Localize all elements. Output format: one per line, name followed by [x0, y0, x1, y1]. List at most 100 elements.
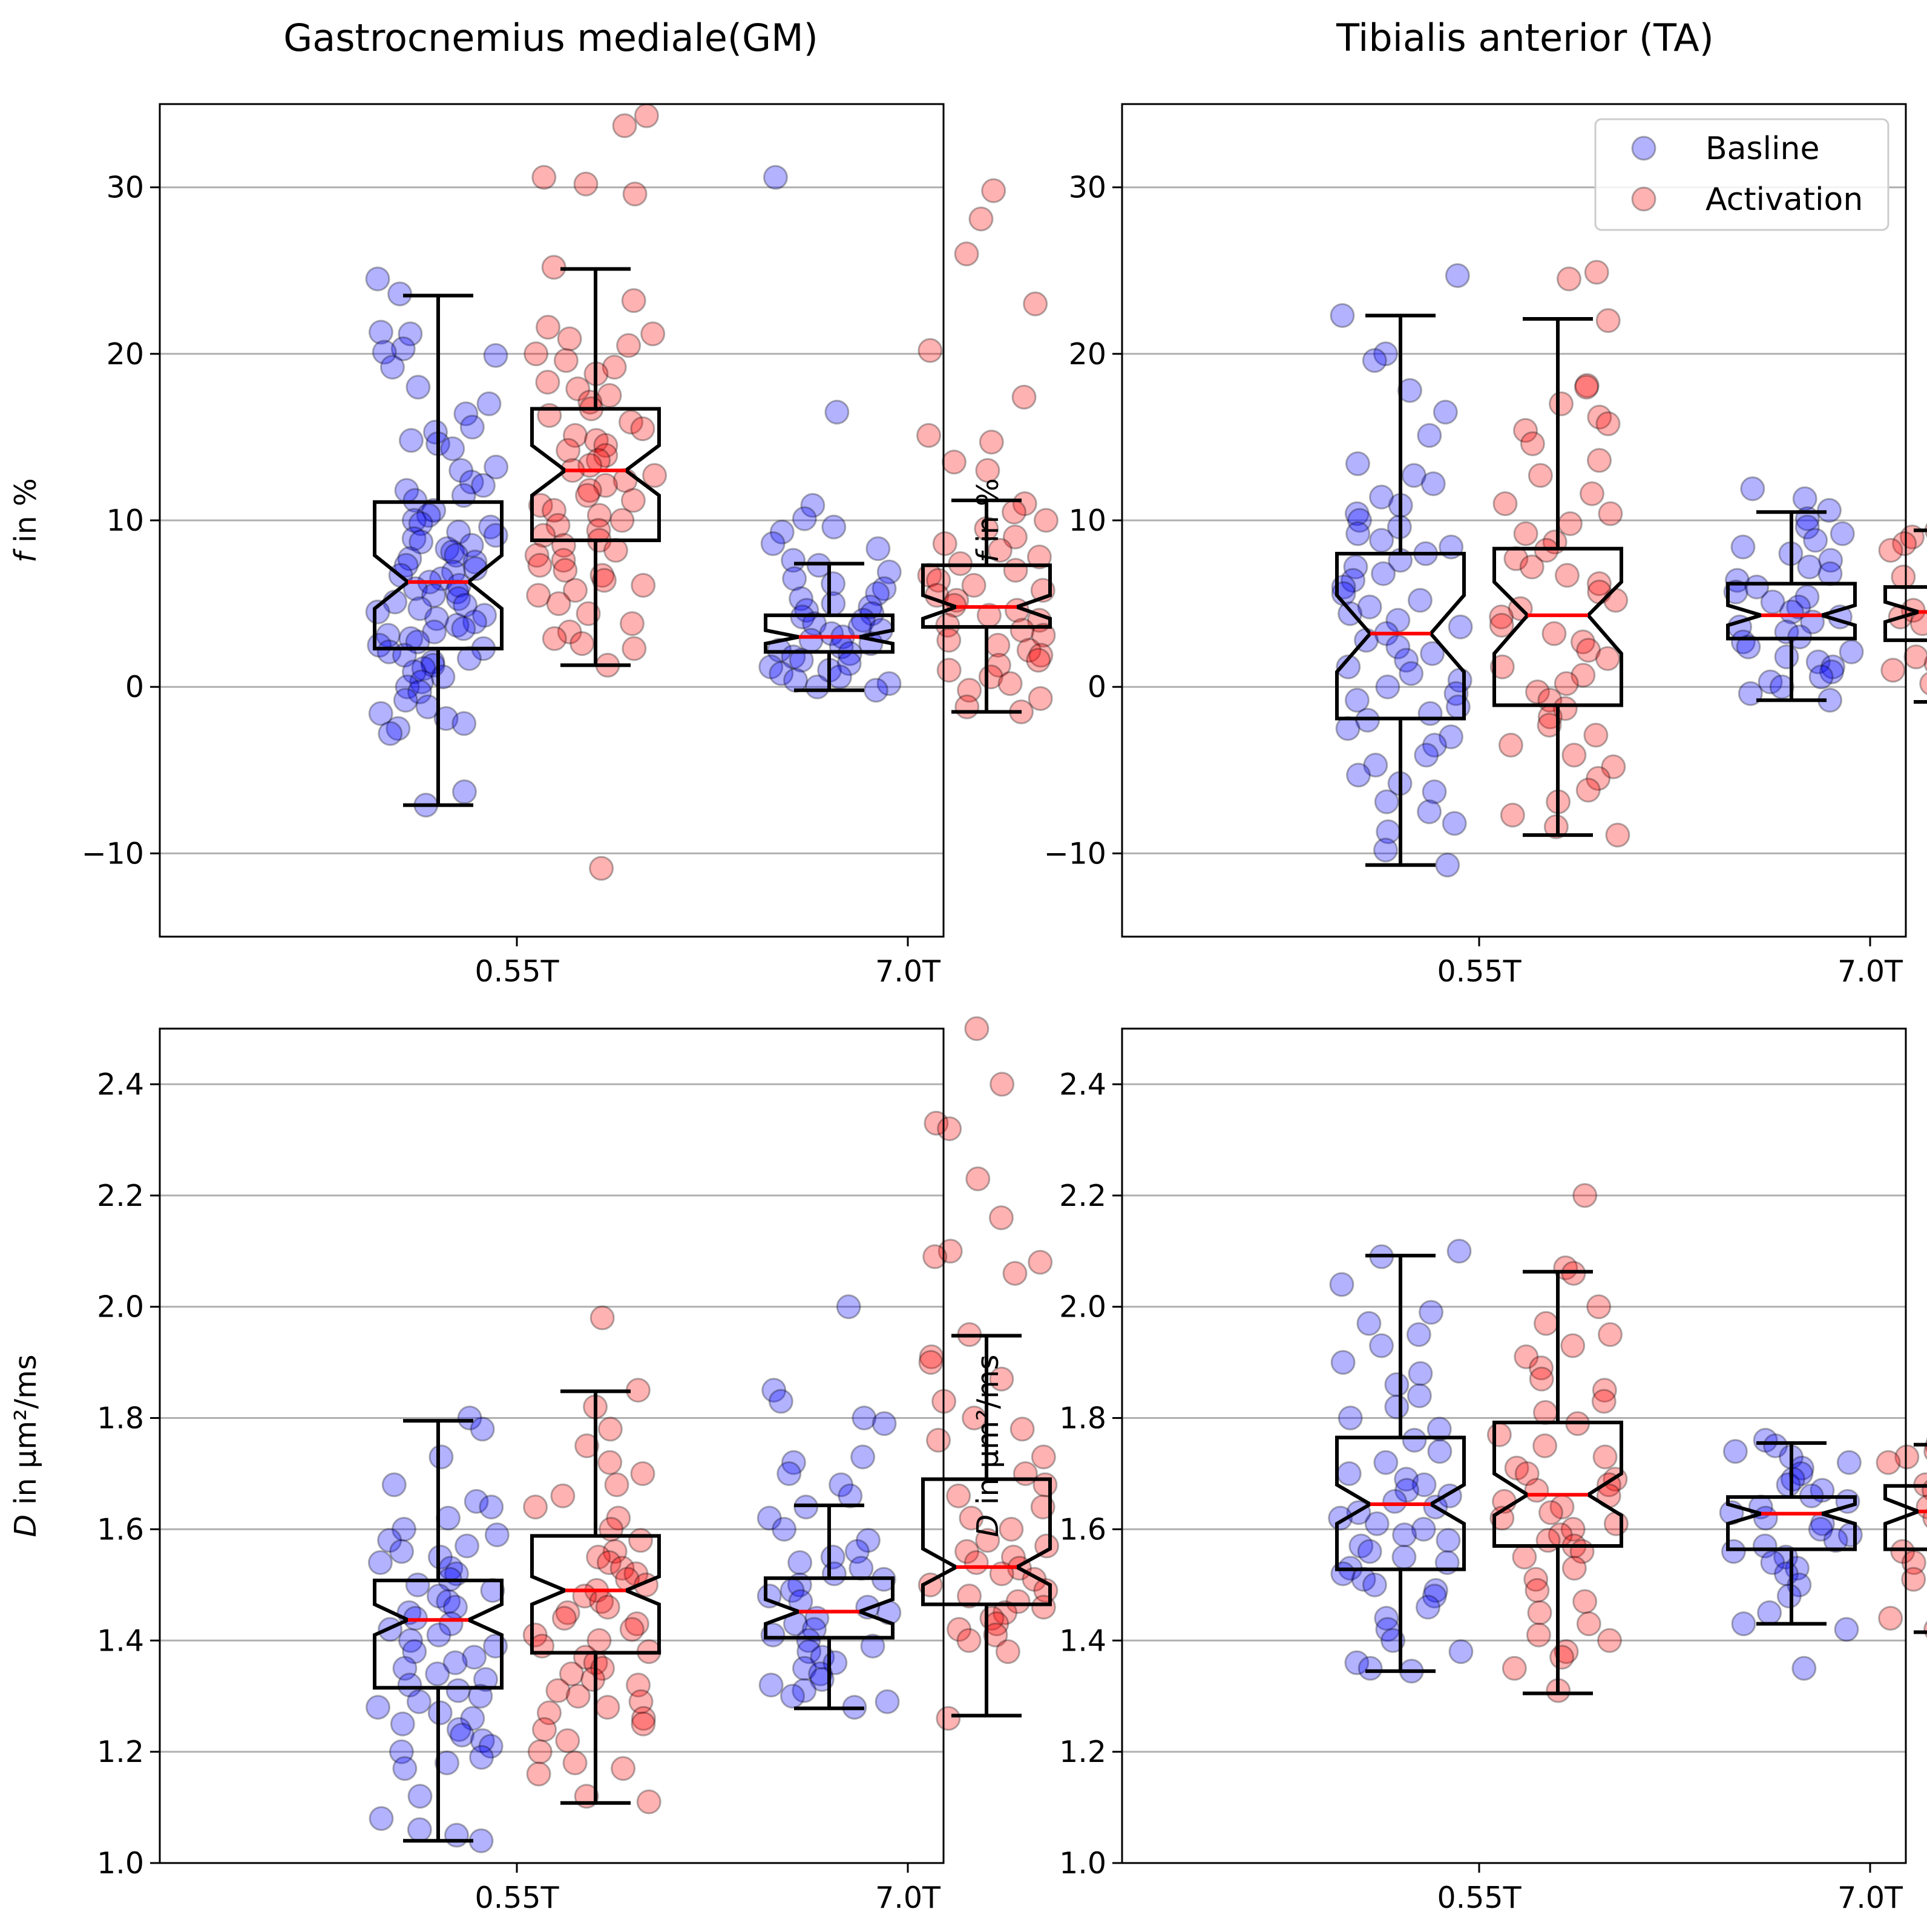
- data-point: [1830, 521, 1855, 546]
- data-point: [1414, 742, 1439, 768]
- data-point: [1344, 501, 1370, 526]
- data-point: [527, 1739, 553, 1764]
- data-point: [407, 1784, 433, 1809]
- data-point: [1574, 373, 1600, 398]
- data-point: [829, 1472, 854, 1498]
- data-point: [1330, 1561, 1356, 1587]
- data-point: [618, 410, 643, 435]
- data-point: [1730, 534, 1756, 560]
- y-tick-label: 10: [1069, 503, 1106, 538]
- y-tick-label: 1.2: [97, 1735, 144, 1769]
- data-point: [596, 1550, 622, 1576]
- data-point: [470, 1728, 495, 1754]
- data-point: [1736, 634, 1761, 660]
- x-tick-label: 7.0T: [875, 954, 941, 989]
- data-point: [1344, 687, 1370, 713]
- box-group-7.0T-basline: [1719, 1427, 1863, 1681]
- data-point: [1343, 554, 1368, 580]
- data-point: [964, 1016, 990, 1041]
- data-point: [631, 1706, 656, 1731]
- data-point: [405, 1572, 430, 1597]
- x-tick-label: 0.55T: [474, 1881, 559, 1915]
- data-point: [1357, 594, 1382, 620]
- data-point: [456, 646, 482, 671]
- data-point: [872, 1411, 897, 1436]
- axes-frame: [1121, 1027, 1907, 1864]
- data-point: [961, 572, 986, 598]
- data-point: [1591, 1389, 1617, 1414]
- data-point: [1572, 1183, 1598, 1208]
- data-point: [469, 1744, 494, 1770]
- data-point: [593, 433, 619, 458]
- data-point: [593, 473, 619, 498]
- data-point: [1498, 733, 1523, 758]
- data-point: [368, 701, 393, 726]
- data-point: [1819, 659, 1845, 684]
- data-point: [1369, 484, 1394, 509]
- data-point: [1556, 266, 1581, 292]
- data-point: [546, 591, 571, 617]
- data-point: [1345, 521, 1371, 546]
- data-point: [1919, 672, 1927, 695]
- data-point: [555, 1728, 580, 1754]
- data-point: [453, 592, 478, 618]
- data-point: [968, 206, 994, 232]
- y-tick-label: 0: [1088, 670, 1106, 704]
- notched-box: [1492, 1420, 1623, 1548]
- data-point: [876, 559, 902, 585]
- data-point: [622, 182, 648, 207]
- box-group-7.0T-activation: [916, 178, 1059, 724]
- data-point: [446, 519, 471, 545]
- data-point: [401, 508, 427, 533]
- data-point: [436, 1505, 461, 1531]
- notched-box: [921, 1477, 1052, 1606]
- box-group-0.55T-activation: [524, 103, 668, 881]
- data-point: [372, 339, 397, 365]
- data-point: [570, 631, 595, 657]
- legend: Basline Activation: [1594, 118, 1889, 231]
- data-point: [821, 514, 847, 540]
- data-point: [1336, 1461, 1362, 1486]
- data-point: [589, 856, 614, 881]
- data-point: [763, 165, 788, 190]
- data-point: [757, 1505, 782, 1531]
- data-point: [954, 694, 980, 719]
- data-point: [586, 1544, 611, 1570]
- data-point: [1724, 568, 1750, 593]
- data-point: [389, 1739, 414, 1764]
- data-point: [1375, 674, 1400, 699]
- data-point: [1598, 1322, 1623, 1347]
- panel-ta-f: −10 0 10 20 30 f in % 0.55T 7.0T: [971, 103, 1927, 989]
- data-point: [1787, 1572, 1812, 1597]
- data-point: [1420, 471, 1446, 496]
- data-point: [451, 616, 476, 641]
- data-point: [1385, 634, 1411, 660]
- data-point: [1769, 674, 1794, 699]
- data-point: [1788, 1461, 1814, 1486]
- data-point: [1445, 263, 1470, 288]
- data-point: [1364, 1511, 1390, 1536]
- data-point: [421, 497, 447, 523]
- data-point: [426, 1583, 451, 1609]
- box-group-7.0T-basline: [757, 1294, 902, 1720]
- y-tick-label: 1.0: [97, 1846, 144, 1881]
- axes-frame: [159, 103, 945, 938]
- data-point: [1586, 571, 1612, 597]
- notched-box: [764, 613, 895, 654]
- data-point: [1738, 681, 1763, 706]
- data-point: [459, 414, 485, 440]
- box-group-0.55T-activation: [522, 1305, 661, 1815]
- data-point: [468, 1683, 493, 1709]
- data-point: [1028, 686, 1053, 711]
- data-point: [1554, 1639, 1579, 1665]
- data-point: [1878, 538, 1903, 563]
- data-point: [634, 103, 659, 128]
- data-point: [1723, 579, 1748, 604]
- data-point: [630, 1461, 655, 1486]
- data-point: [464, 1488, 489, 1514]
- data-point: [827, 664, 852, 690]
- legend-activation-label: Activation: [1705, 182, 1863, 218]
- notched-box: [1883, 585, 1927, 643]
- data-point: [1489, 612, 1514, 638]
- y-tick-label: 2.2: [1059, 1179, 1106, 1213]
